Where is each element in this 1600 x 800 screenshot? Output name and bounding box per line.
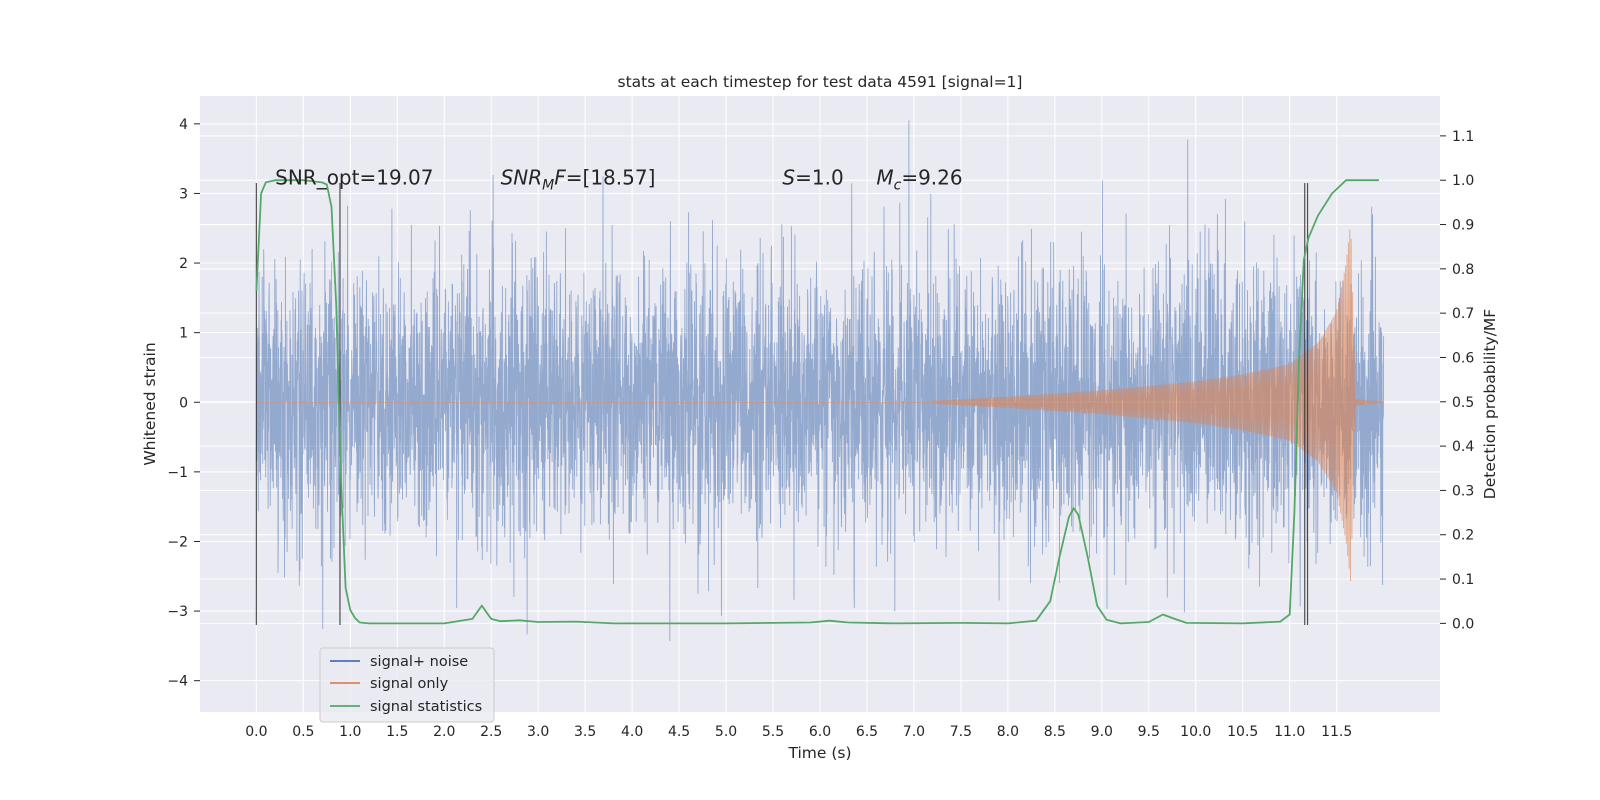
x-tick-label: 11.0 <box>1274 724 1305 740</box>
chart-title: stats at each timestep for test data 459… <box>618 73 1023 91</box>
x-tick-label: 0.0 <box>245 724 267 740</box>
tick-labels: 0.0 0.5 1.0 1.5 2.0 2.5 3.0 3.5 4.0 4.5 5.0 5.5 6.0 6… <box>167 117 1474 740</box>
x-tick-label: 2.0 <box>433 724 455 740</box>
signal-only-series <box>256 229 1384 582</box>
y-right-tick-label: 0.8 <box>1452 262 1474 278</box>
y-tick-label: −3 <box>167 604 188 620</box>
annotation-label: Mc=9.26 <box>876 166 962 194</box>
legend-label-signal-statistics: signal statistics <box>370 699 482 715</box>
legend: signal+ noise signal only signal statist… <box>319 647 495 723</box>
y-right-tick-label: 0.6 <box>1452 350 1474 366</box>
y-right-tick-label: 0.4 <box>1452 439 1474 455</box>
y-tick-label: 3 <box>179 186 188 202</box>
x-tick-label: 5.5 <box>762 724 784 740</box>
y-right-tick-label: 0.2 <box>1452 528 1474 544</box>
y-axis-right-label: Detection probability/MF <box>1481 309 1499 500</box>
y-axis-label: Whitened strain <box>141 342 159 465</box>
y-right-tick-label: 0.5 <box>1452 395 1474 411</box>
legend-label-signal-noise: signal+ noise <box>370 654 468 670</box>
y-tick-label: −2 <box>167 534 188 550</box>
x-tick-label: 7.0 <box>903 724 925 740</box>
annotation-label: SNRMF=[18.57] <box>501 166 656 194</box>
x-tick-label: 4.5 <box>668 724 690 740</box>
x-tick-label: 1.5 <box>386 724 408 740</box>
x-tick-label: 9.5 <box>1138 724 1160 740</box>
legend-label-signal-only: signal only <box>370 676 449 692</box>
annotations: SNR_opt=19.07 SNRMF=[18.57] S=1.0 Mc=9.26 <box>275 166 962 194</box>
x-tick-label: 6.0 <box>809 724 831 740</box>
x-axis-label: Time (s) <box>787 744 851 762</box>
y-right-tick-label: 0.7 <box>1452 306 1474 322</box>
x-tick-label: 3.0 <box>527 724 549 740</box>
annotation-label: S=1.0 <box>782 166 843 190</box>
y-right-tick-label: 0.1 <box>1452 572 1474 588</box>
y-right-tick-label: 0.3 <box>1452 483 1474 499</box>
y-right-tick-label: 0.0 <box>1452 616 1474 632</box>
x-tick-label: 8.0 <box>997 724 1019 740</box>
y-right-tick-label: 0.9 <box>1452 218 1474 234</box>
y-right-tick-label: 1.0 <box>1452 173 1474 189</box>
x-tick-label: 6.5 <box>856 724 878 740</box>
x-tick-label: 4.0 <box>621 724 643 740</box>
x-tick-label: 0.5 <box>292 724 314 740</box>
y-tick-label: −1 <box>167 465 188 481</box>
x-tick-label: 10.0 <box>1180 724 1211 740</box>
signal-only-line <box>256 229 1384 582</box>
x-tick-label: 5.0 <box>715 724 737 740</box>
signal-statistics-line <box>255 179 1379 625</box>
y-tick-label: 4 <box>179 117 188 133</box>
x-tick-label: 1.0 <box>339 724 361 740</box>
x-tick-label: 10.5 <box>1227 724 1258 740</box>
x-tick-label: 2.5 <box>480 724 502 740</box>
x-tick-label: 3.5 <box>574 724 596 740</box>
y-right-tick-label: 1.1 <box>1452 129 1474 145</box>
annotation-label: SNR_opt=19.07 <box>275 166 433 190</box>
y-tick-label: −4 <box>167 674 188 690</box>
legend-box <box>319 647 495 723</box>
x-tick-label: 9.0 <box>1091 724 1113 740</box>
y-tick-label: 1 <box>179 326 188 342</box>
x-tick-label: 8.5 <box>1044 724 1066 740</box>
y-tick-label: 0 <box>179 395 188 411</box>
x-tick-label: 11.5 <box>1321 724 1352 740</box>
y-tick-label: 2 <box>179 256 188 272</box>
signal-statistics-series <box>255 179 1379 625</box>
x-tick-label: 7.5 <box>950 724 972 740</box>
